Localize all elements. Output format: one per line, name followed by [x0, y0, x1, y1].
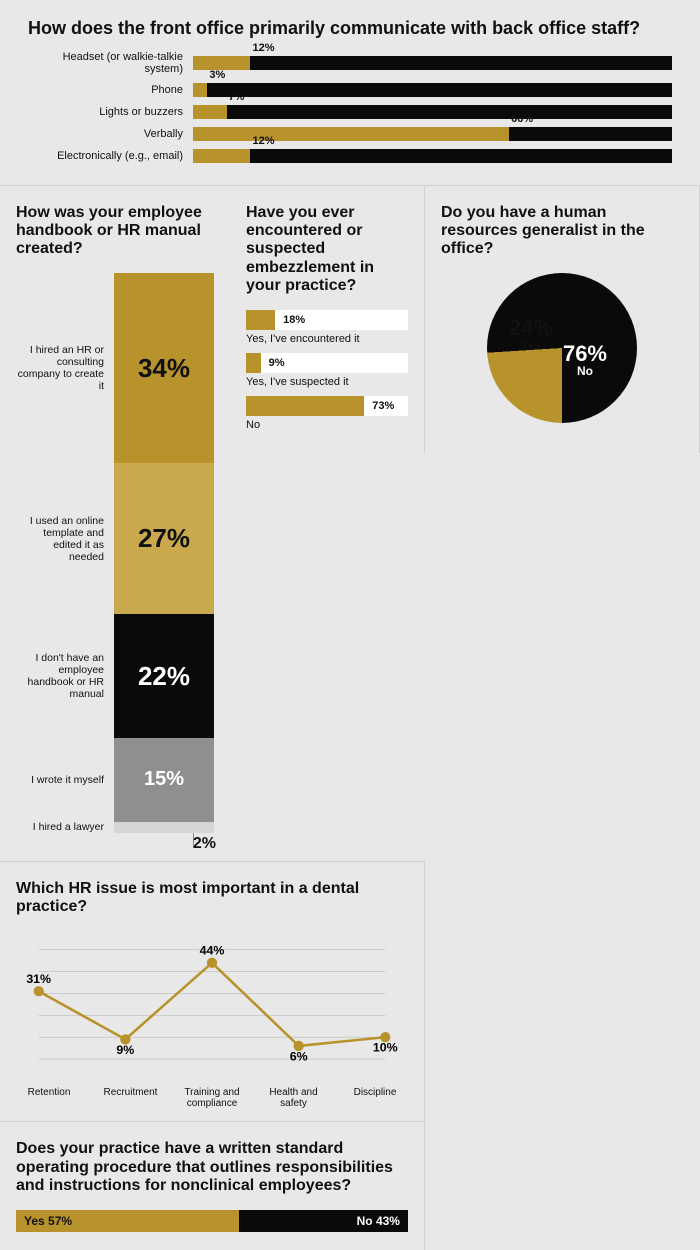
line-tick-label: Health andsafety [261, 1087, 327, 1109]
hr-generalist-pie: 24% Yes 76% No [487, 273, 637, 423]
svg-text:6%: 6% [290, 1049, 308, 1063]
emb-row: 9% Yes, I've suspected it [246, 353, 408, 388]
hr-issue-title: Which HR issue is most important in a de… [16, 880, 408, 917]
pie-no-label: 76% No [563, 343, 607, 377]
stack-segment: 22% [114, 614, 214, 737]
hbar-fill [193, 105, 227, 119]
hbar-label: Phone [28, 84, 193, 96]
emb-track: 73% [246, 396, 408, 416]
hr-issue-chart: 31% 9% 44% 6% 10% Retention Recruitment Traini… [16, 927, 408, 1110]
hbar-track: 7% [193, 105, 672, 119]
emb-label: No [246, 419, 408, 431]
hbar-value: 7% [229, 91, 245, 103]
svg-text:44%: 44% [200, 943, 225, 957]
hbar-label: Headset (or walkie-talkie system) [28, 51, 193, 75]
svg-text:10%: 10% [373, 1040, 398, 1054]
pie-yes-label: 24% Yes [509, 317, 553, 351]
hbar-row: Headset (or walkie-talkie system) 12% [28, 51, 672, 75]
hr-generalist-title: Do you have a human resources generalist… [441, 204, 683, 259]
hbar-fill [193, 127, 509, 141]
stack-label: I used an online template and edited it … [16, 463, 104, 614]
hr-issue-section: Which HR issue is most important in a de… [0, 861, 425, 1122]
sop-segment: No 43% [239, 1210, 408, 1232]
emb-value: 9% [265, 353, 285, 373]
communication-chart: Headset (or walkie-talkie system) 12% Ph… [28, 51, 672, 163]
stack-label: I wrote it myself [16, 738, 104, 822]
hbar-track: 12% [193, 56, 672, 70]
pie-yes-text: Yes [509, 339, 553, 351]
stack-label: I hired an HR or consulting company to c… [16, 273, 104, 463]
pie-no-pct: 76% [563, 343, 607, 365]
line-tick-label: Recruitment [98, 1087, 164, 1109]
pie-yes-pct: 24% [509, 317, 553, 339]
communication-section: How does the front office primarily comm… [0, 0, 700, 185]
emb-value: 73% [368, 396, 394, 416]
handbook-section: How was your employee handbook or HR man… [0, 185, 230, 861]
hbar-row: Lights or buzzers 7% [28, 105, 672, 119]
hr-generalist-section: Do you have a human resources generalist… [425, 185, 700, 453]
sop-chart: Yes 57%No 43% [16, 1210, 408, 1232]
embezzlement-section: Have you ever encountered or suspected e… [230, 185, 425, 453]
emb-row: 18% Yes, I've encountered it [246, 310, 408, 345]
hbar-track: 12% [193, 149, 672, 163]
hbar-row: Verbally 66% [28, 127, 672, 141]
pie-no-text: No [563, 365, 607, 377]
handbook-title: How was your employee handbook or HR man… [16, 204, 214, 259]
hbar-fill [193, 83, 207, 97]
sop-section: Does your practice have a written standa… [0, 1121, 425, 1249]
line-tick-label: Discipline [342, 1087, 408, 1109]
svg-text:31%: 31% [26, 972, 51, 986]
svg-text:9%: 9% [116, 1042, 134, 1056]
stack-value: 2% [193, 835, 216, 853]
hbar-row: Electronically (e.g., email) 12% [28, 149, 672, 163]
embezzlement-title: Have you ever encountered or suspected e… [246, 204, 408, 296]
line-tick-label: Training andcompliance [179, 1087, 245, 1109]
hbar-label: Verbally [28, 128, 193, 140]
stack-label: I hired a lawyer [16, 822, 104, 833]
emb-label: Yes, I've suspected it [246, 376, 408, 388]
stack-label: I don't have an employee handbook or HR … [16, 614, 104, 737]
stack-segment: 2% [114, 822, 214, 833]
sop-segment: Yes 57% [16, 1210, 239, 1232]
emb-fill [246, 396, 364, 416]
hbar-track: 3% [193, 83, 672, 97]
emb-value: 18% [279, 310, 305, 330]
embezzlement-chart: 18% Yes, I've encountered it 9% Yes, I'v… [246, 310, 408, 431]
hbar-value: 12% [252, 42, 274, 54]
emb-track: 18% [246, 310, 408, 330]
hbar-fill [193, 149, 250, 163]
hbar-value: 3% [209, 69, 225, 81]
emb-row: 73% No [246, 396, 408, 431]
line-tick-label: Retention [16, 1087, 82, 1109]
emb-track: 9% [246, 353, 408, 373]
sop-title: Does your practice have a written standa… [16, 1140, 408, 1195]
emb-fill [246, 353, 261, 373]
emb-label: Yes, I've encountered it [246, 333, 408, 345]
communication-title: How does the front office primarily comm… [28, 18, 672, 39]
handbook-chart: I hired an HR or consulting company to c… [16, 273, 214, 833]
hbar-value: 12% [252, 135, 274, 147]
emb-fill [246, 310, 275, 330]
hbar-label: Electronically (e.g., email) [28, 150, 193, 162]
hbar-value: 66% [511, 113, 533, 125]
hbar-row: Phone 3% [28, 83, 672, 97]
stack-segment: 15% [114, 738, 214, 822]
hbar-label: Lights or buzzers [28, 106, 193, 118]
hbar-fill [193, 56, 250, 70]
stack-segment: 27% [114, 463, 214, 614]
lower-grid: Have you ever encountered or suspected e… [0, 185, 700, 1250]
stack-segment: 34% [114, 273, 214, 463]
